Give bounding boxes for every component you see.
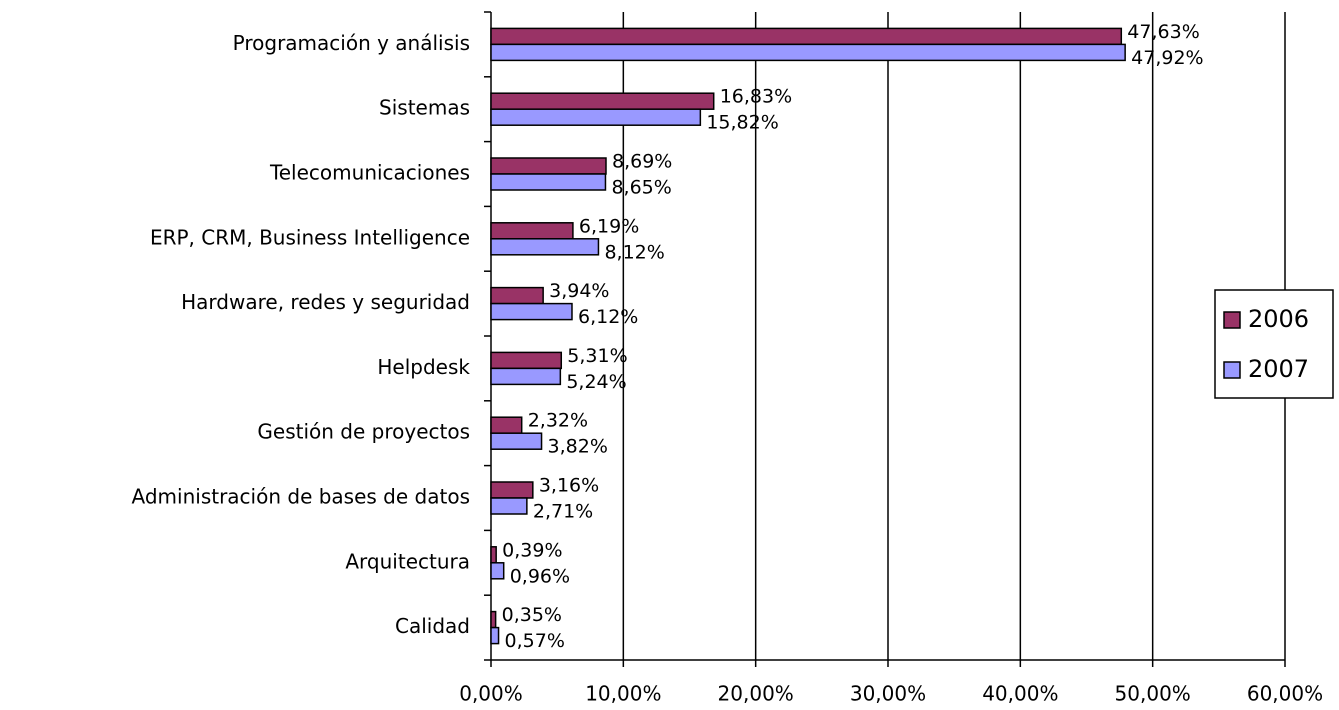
- data-label: 6,19%: [579, 215, 639, 237]
- legend-swatch: [1223, 361, 1241, 379]
- bar: [490, 108, 702, 126]
- y-tick-label: Calidad: [395, 614, 470, 638]
- x-tick-label: 40,00%: [982, 682, 1058, 706]
- data-label: 0,35%: [502, 604, 562, 626]
- bar: [490, 157, 607, 175]
- bar: [490, 92, 715, 110]
- data-label: 15,82%: [706, 112, 778, 134]
- x-tick-label: 50,00%: [1115, 682, 1191, 706]
- y-tick-label: ERP, CRM, Business Intelligence: [150, 225, 470, 249]
- bar: [490, 351, 563, 370]
- legend-label: 2007: [1248, 355, 1309, 383]
- data-label: 47,63%: [1127, 21, 1199, 43]
- legend: [1214, 289, 1334, 399]
- bar: [490, 416, 523, 434]
- data-label: 8,69%: [612, 151, 672, 173]
- bar: [490, 367, 562, 386]
- y-tick-label: Programación y análisis: [233, 31, 470, 55]
- bar: [490, 27, 1123, 46]
- y-tick-label: Gestión de proyectos: [257, 420, 470, 444]
- bar: [490, 43, 1126, 62]
- data-label: 0,57%: [505, 630, 565, 652]
- data-label: 5,24%: [566, 371, 626, 393]
- data-label: 2,71%: [533, 501, 593, 523]
- bar: [490, 432, 543, 450]
- x-tick-label: 20,00%: [718, 682, 794, 706]
- y-tick-label: Administración de bases de datos: [132, 485, 470, 509]
- data-label: 5,31%: [567, 345, 627, 367]
- data-label: 8,12%: [604, 241, 664, 263]
- legend-swatch: [1223, 311, 1241, 329]
- x-tick-label: 0,00%: [459, 682, 523, 706]
- data-label: 6,12%: [578, 306, 638, 328]
- data-label: 16,83%: [720, 86, 792, 108]
- x-tick-label: 10,00%: [585, 682, 661, 706]
- legend-label: 2006: [1248, 305, 1309, 333]
- data-label: 3,16%: [539, 475, 599, 497]
- bar: [490, 610, 497, 629]
- x-tick-label: 30,00%: [850, 682, 926, 706]
- data-label: 3,94%: [549, 280, 609, 302]
- bar: [490, 626, 500, 645]
- bar: [490, 173, 607, 191]
- bar: [490, 562, 505, 580]
- bar: [490, 238, 600, 256]
- bar: [490, 222, 574, 240]
- data-label: 47,92%: [1131, 47, 1203, 69]
- data-label: 0,96%: [510, 565, 570, 587]
- bar: [490, 302, 573, 321]
- y-tick-label: Helpdesk: [377, 355, 470, 379]
- x-tick-label: 60,00%: [1247, 682, 1323, 706]
- bar: [490, 497, 528, 515]
- y-tick-label: Sistemas: [379, 96, 470, 120]
- bar: [490, 546, 497, 564]
- data-label: 3,82%: [548, 436, 608, 458]
- y-tick-label: Arquitectura: [345, 549, 470, 573]
- data-label: 0,39%: [502, 539, 562, 561]
- y-tick-label: Telecomunicaciones: [269, 161, 470, 185]
- bar: [490, 481, 534, 499]
- y-tick-label: Hardware, redes y seguridad: [181, 290, 470, 314]
- data-label: 2,32%: [528, 410, 588, 432]
- bar: [490, 286, 544, 305]
- data-label: 8,65%: [611, 177, 671, 199]
